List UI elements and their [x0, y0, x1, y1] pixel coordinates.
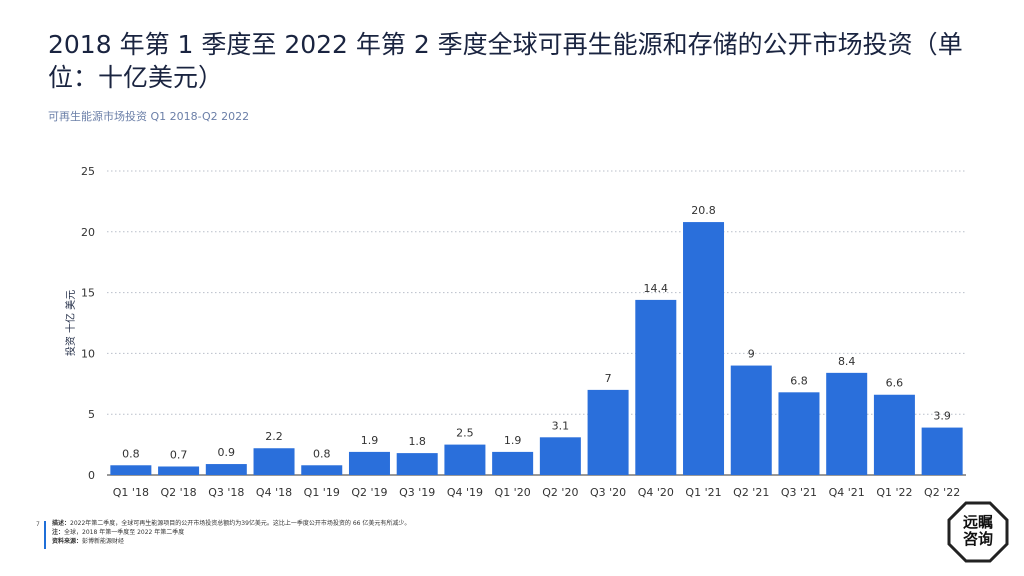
x-tick-label: Q1 '19	[304, 486, 340, 499]
data-label: 20.8	[691, 204, 716, 217]
data-label: 2.5	[456, 427, 474, 440]
bar	[587, 389, 629, 475]
bar	[301, 465, 343, 475]
bar	[253, 448, 295, 475]
footnote-accent-bar	[44, 521, 46, 549]
x-tick-label: Q1 '18	[113, 486, 149, 499]
x-tick-label: Q3 '21	[781, 486, 817, 499]
x-tick-label: Q3 '18	[208, 486, 244, 499]
data-label: 1.9	[504, 434, 522, 447]
x-tick-label: Q4 '18	[256, 486, 292, 499]
y-tick-label: 0	[88, 469, 95, 482]
x-tick-label: Q4 '20	[638, 486, 674, 499]
x-tick-label: Q2 '20	[542, 486, 578, 499]
data-label: 3.9	[933, 410, 951, 423]
bar	[158, 466, 200, 475]
x-tick-label: Q4 '21	[829, 486, 865, 499]
bar	[348, 451, 390, 475]
x-tick-label: Q3 '20	[590, 486, 626, 499]
page-number: 7	[36, 521, 40, 528]
bar	[444, 444, 486, 475]
bar	[492, 451, 534, 475]
logo-text: 远瞩 咨询	[962, 513, 993, 548]
x-tick-label: Q1 '22	[876, 486, 912, 499]
chart-title: 2018 年第 1 季度至 2022 年第 2 季度全球可再生能源和存储的公开市…	[48, 30, 963, 92]
footnotes: 描述：2022年第二季度，全球可再生能源项目的公开市场投资总额约为39亿美元。这…	[52, 519, 410, 546]
data-label: 9	[748, 348, 755, 361]
bar	[778, 392, 820, 475]
data-label: 0.8	[122, 447, 140, 460]
footnote-note: 注：全球，2018 年第一季度至 2022 年第二季度	[52, 529, 185, 536]
brand-logo: 远瞩 咨询	[946, 500, 1010, 564]
x-tick-label: Q2 '18	[160, 486, 196, 499]
chart-subtitle: 可再生能源市场投资 Q1 2018-Q2 2022	[48, 110, 250, 123]
data-label: 8.4	[838, 355, 856, 368]
y-tick-label: 25	[81, 165, 95, 178]
bar	[110, 465, 152, 475]
y-tick-label: 5	[88, 408, 95, 421]
x-tick-label: Q4 '19	[447, 486, 483, 499]
x-tick-label: Q1 '20	[495, 486, 531, 499]
y-tick-label: 15	[81, 287, 95, 300]
y-tick-label: 20	[81, 226, 95, 239]
bar	[683, 222, 725, 475]
x-tick-label: Q1 '21	[685, 486, 721, 499]
data-label: 7	[605, 372, 612, 385]
data-label: 1.8	[408, 435, 426, 448]
data-label: 6.8	[790, 374, 808, 387]
bar	[826, 372, 868, 475]
data-label: 2.2	[265, 430, 283, 443]
x-tick-label: Q2 '22	[924, 486, 960, 499]
bar	[730, 365, 772, 475]
data-label: 1.9	[361, 434, 379, 447]
y-tick-label: 10	[81, 347, 95, 360]
footnote-description: 描述：2022年第二季度，全球可再生能源项目的公开市场投资总额约为39亿美元。这…	[52, 520, 411, 527]
bar	[396, 453, 438, 475]
bar-chart: 0 5 10 15 20 25 投资 十亿 美元 0.8 Q1 '18 0.7 Q2 '18 0.9 Q…	[64, 165, 966, 499]
logo-octagon-icon	[947, 501, 1009, 563]
data-label: 14.4	[644, 282, 669, 295]
data-label: 3.1	[552, 419, 570, 432]
data-label: 6.6	[886, 377, 904, 390]
data-label: 0.9	[218, 446, 236, 459]
x-tick-label: Q2 '19	[351, 486, 387, 499]
bar	[921, 427, 963, 475]
x-tick-label: Q3 '19	[399, 486, 435, 499]
footnote-source: 资料来源：彭博新能源财经	[52, 538, 125, 545]
bar	[635, 299, 677, 475]
data-label: 0.8	[313, 447, 331, 460]
bar	[205, 464, 247, 475]
bar	[873, 394, 915, 475]
data-label: 0.7	[170, 448, 188, 461]
y-axis-label: 投资 十亿 美元	[64, 290, 77, 356]
x-tick-label: Q2 '21	[733, 486, 769, 499]
bar	[539, 437, 581, 475]
